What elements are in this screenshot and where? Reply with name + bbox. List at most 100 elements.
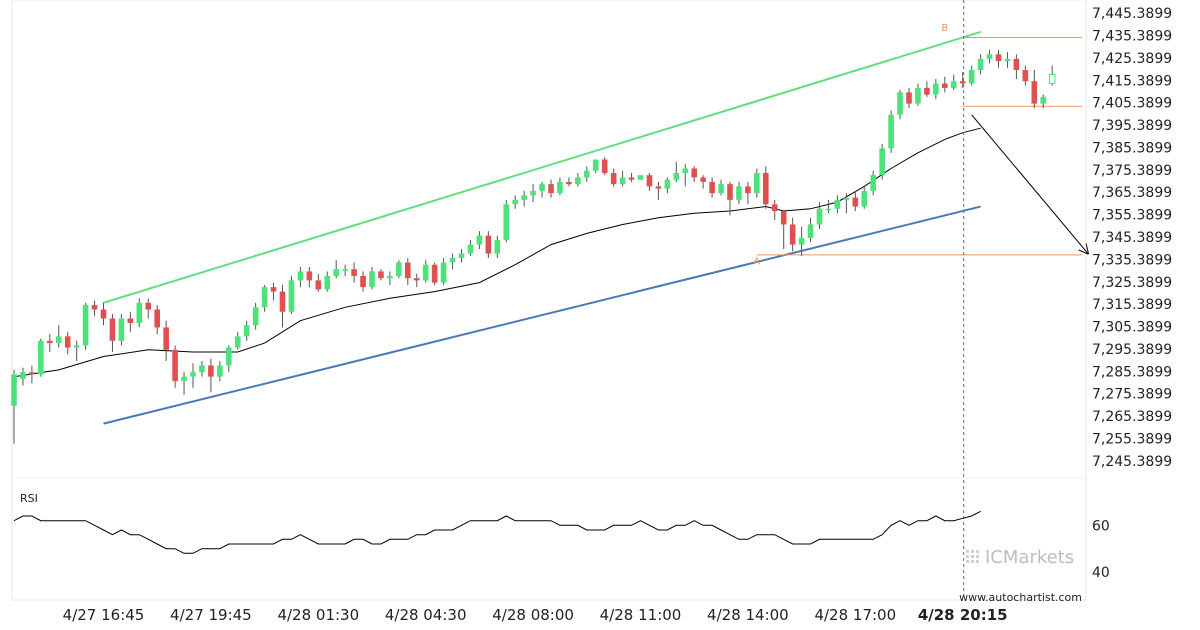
candle-body [342,269,348,271]
candle-body [789,224,796,245]
x-tick-label: 4/28 14:00 [707,606,789,624]
watermark-text: ICMarkets [985,547,1074,568]
candle-body [467,244,474,254]
candle [977,54,984,75]
candle [485,231,492,259]
candle [915,83,921,106]
candle [127,311,134,332]
y-tick-label: 7,285.3899 [1092,364,1172,380]
source-text: www.autochartist.com [959,591,1082,604]
candle [942,76,948,93]
candle [55,325,62,348]
candle-body [584,170,590,178]
candle [324,271,331,292]
candle [763,166,769,209]
y-tick-label: 7,435.3899 [1092,29,1172,45]
candle [413,273,420,288]
candle [297,266,304,288]
candle [467,240,474,256]
candle [986,49,993,64]
candle-body [995,54,1002,62]
candle [745,181,751,205]
candle-body [82,305,89,346]
candle-body [798,237,805,245]
candle [163,320,169,361]
candle [933,78,939,100]
candle-body [494,240,501,254]
watermark-logo-dot [971,560,974,563]
candle-body [897,92,903,115]
candle-body [217,365,223,377]
candle [664,177,671,194]
candle-body [396,262,402,276]
candle-body [73,345,80,348]
candle [852,190,859,212]
candle-body [673,172,680,180]
candle-body [1031,81,1038,104]
candle [771,199,778,220]
candle-body [718,184,724,194]
candle [217,360,223,382]
candle-body [816,208,823,225]
candle [601,157,608,176]
candle [243,320,250,341]
candle [673,161,680,182]
candle-body [879,148,885,176]
x-tick-label: 4/28 20:15 [918,606,1008,624]
candle-body [977,58,984,71]
candle-body [485,235,492,254]
candle-body [226,347,232,366]
x-tick-label: 4/28 04:30 [385,606,467,624]
candle-body [279,291,286,312]
candle-body [324,275,331,290]
candle [968,65,975,86]
candle-body [127,318,134,323]
candle-body [109,318,116,341]
candle-body [1022,70,1029,82]
candle [396,260,402,279]
candle [825,199,832,214]
plot-border [11,0,1087,601]
candle-body [861,190,868,207]
candle-body [664,179,671,189]
candle-body [190,372,196,377]
candle-body [252,307,259,326]
candle-body [306,271,313,281]
y-tick-label: 7,275.3899 [1092,387,1172,403]
y-tick-label: 7,345.3899 [1092,230,1172,246]
candle [154,305,160,335]
candle [181,372,187,395]
x-tick-label: 4/28 17:00 [814,606,896,624]
candle [1040,94,1047,109]
candle [38,338,44,377]
candle-body [709,181,715,194]
candle-body [700,177,706,182]
watermark-logo-dot [966,555,969,558]
candle-body [405,262,411,279]
x-tick-label: 4/27 19:45 [170,606,252,624]
x-tick-label: 4/28 01:30 [277,606,359,624]
candle-body [11,374,17,406]
candle [342,264,348,276]
candle [288,275,295,314]
candle-body [870,175,876,191]
candle-body [691,168,697,178]
candle [789,217,796,252]
candle-body [575,177,581,185]
candle [584,166,590,182]
candle-body [834,199,841,209]
candle-body [924,87,930,95]
candle [592,159,599,173]
candle [145,298,152,319]
candle [458,249,465,263]
y-tick-label: 7,335.3899 [1092,252,1172,268]
candle [959,72,966,88]
candle [888,110,894,153]
candle [118,313,125,346]
candle [315,273,322,292]
candle-body [521,195,527,200]
candle-body [413,278,420,281]
candle [646,172,653,191]
candle-body [888,114,894,149]
candle-body [234,336,241,348]
